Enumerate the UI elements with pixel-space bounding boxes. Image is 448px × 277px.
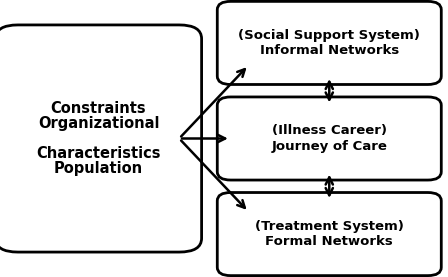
Text: Informal Networks: Informal Networks — [260, 44, 399, 57]
FancyBboxPatch shape — [217, 97, 441, 180]
Text: Organizational: Organizational — [38, 116, 159, 131]
FancyBboxPatch shape — [0, 25, 202, 252]
Text: (Illness Career): (Illness Career) — [272, 124, 387, 137]
Text: (Treatment System): (Treatment System) — [255, 220, 404, 233]
Text: Population: Population — [54, 161, 143, 176]
Text: Characteristics: Characteristics — [36, 146, 161, 161]
Text: Journey of Care: Journey of Care — [271, 140, 387, 153]
Text: (Social Support System): (Social Support System) — [238, 29, 420, 42]
Text: Formal Networks: Formal Networks — [265, 235, 393, 248]
FancyBboxPatch shape — [217, 193, 441, 276]
Text: Constraints: Constraints — [51, 101, 146, 116]
FancyBboxPatch shape — [217, 1, 441, 84]
